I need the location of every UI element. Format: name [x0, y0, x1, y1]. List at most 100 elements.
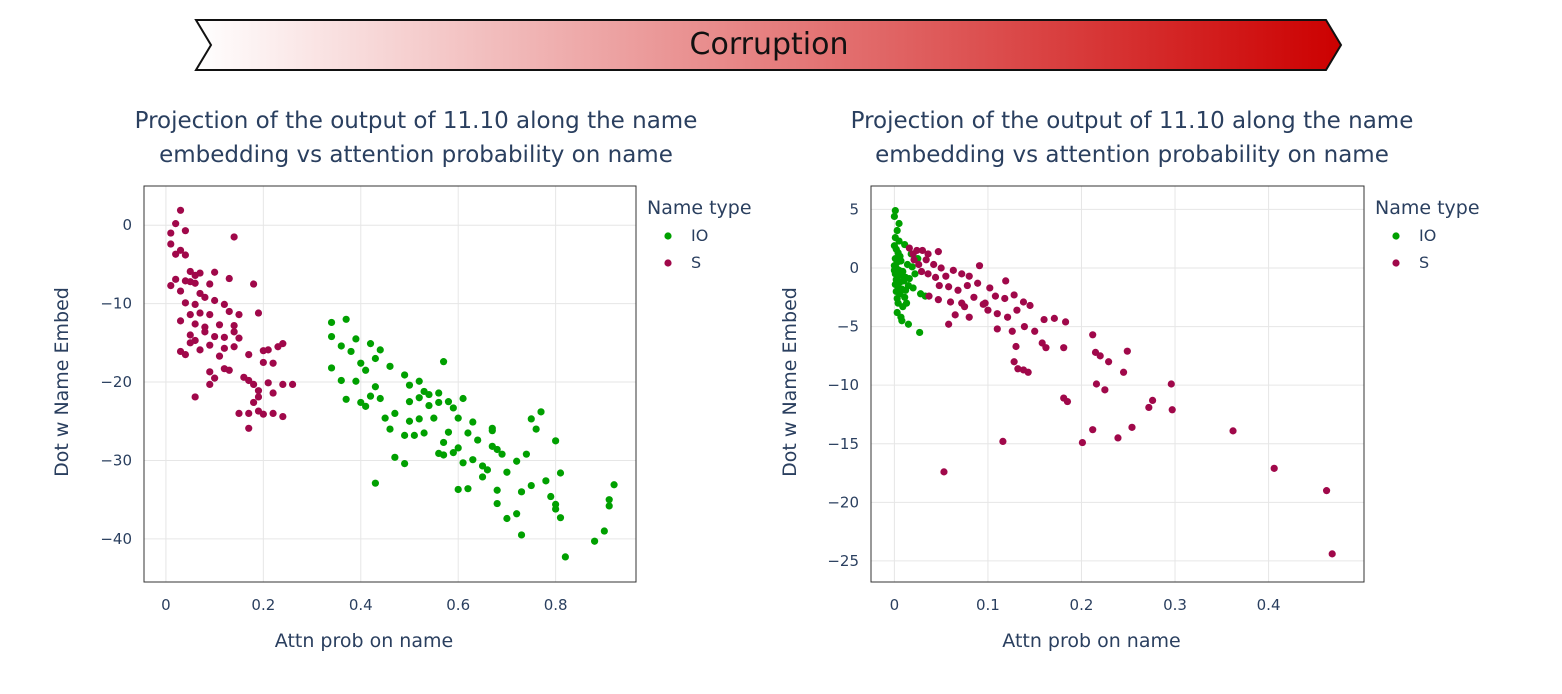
- x-tick-label: 0: [161, 596, 171, 614]
- scatter-point-s: [915, 260, 923, 269]
- scatter-point-s: [924, 270, 932, 278]
- scatter-point-io: [893, 226, 901, 235]
- scatter-point-s: [181, 299, 190, 307]
- scatter-point-s: [186, 339, 194, 347]
- scatter-point-s: [288, 380, 297, 388]
- scatter-point-s: [1089, 426, 1097, 434]
- scatter-point-s: [254, 309, 263, 317]
- scatter-point-io: [537, 408, 545, 416]
- scatter-point-s: [1128, 423, 1136, 431]
- scatter-point-io: [357, 359, 365, 367]
- scatter-point-s: [196, 346, 204, 354]
- scatter-point-io: [435, 389, 443, 397]
- y-axis-label: Dot w Name Embed: [779, 287, 801, 477]
- scatter-point-io: [327, 332, 336, 341]
- scatter-point-s: [186, 331, 194, 339]
- scatter-point-s: [259, 358, 267, 367]
- scatter-point-io: [469, 418, 477, 426]
- scatter-point-io: [478, 462, 487, 470]
- scatter-point-s: [225, 307, 233, 316]
- scatter-point-s: [269, 359, 277, 367]
- scatter-point-s: [220, 333, 228, 341]
- scatter-point-s: [986, 284, 994, 292]
- x-tick-label: 0.4: [1257, 596, 1281, 614]
- plot-frame: [870, 185, 1365, 583]
- scatter-point-s: [1089, 331, 1097, 339]
- scatter-point-s: [235, 334, 243, 342]
- scatter-point-s: [930, 260, 938, 269]
- y-tick-label: −10: [827, 376, 859, 394]
- scatter-point-s: [191, 279, 199, 287]
- scatter-point-s: [965, 272, 973, 280]
- scatter-point-s: [940, 468, 948, 476]
- scatter-point-io: [493, 499, 501, 508]
- scatter-point-s: [993, 310, 1001, 318]
- scatter-point-s: [206, 280, 214, 288]
- scatter-point-s: [1040, 315, 1048, 324]
- scatter-point-s: [981, 299, 989, 307]
- scatter-point-io: [439, 438, 448, 447]
- scatter-point-s: [167, 240, 175, 248]
- scatter-point-io: [371, 479, 379, 487]
- scatter-point-s: [269, 409, 277, 418]
- scatter-point-io: [371, 354, 379, 363]
- scatter-point-io: [342, 395, 350, 403]
- scatter-point-s: [922, 256, 930, 264]
- scatter-point-s: [913, 246, 921, 255]
- scatter-point-io: [337, 342, 345, 350]
- scatter-point-io: [376, 346, 384, 354]
- scatter-point-s: [172, 250, 180, 258]
- scatter-point-io: [890, 212, 898, 221]
- scatter-point-s: [1229, 427, 1237, 435]
- scatter-point-s: [230, 321, 238, 330]
- scatter-point-s: [905, 244, 913, 252]
- scatter-point-s: [250, 398, 258, 407]
- scatter-point-io: [327, 318, 336, 327]
- x-tick-label: 0.2: [1070, 596, 1094, 614]
- scatter-point-s: [250, 280, 258, 288]
- scatter-point-s: [230, 343, 238, 351]
- scatter-point-io: [405, 417, 414, 425]
- scatter-point-io: [405, 381, 414, 389]
- scatter-point-io: [371, 383, 379, 391]
- scatter-point-io: [600, 527, 608, 535]
- scatter-point-s: [1119, 368, 1128, 376]
- scatter-point-io: [381, 414, 389, 422]
- scatter-point-s: [1167, 380, 1175, 388]
- scatter-point-s: [958, 270, 966, 278]
- scatter-point-s: [279, 340, 287, 348]
- scatter-point-io: [464, 429, 472, 437]
- scatter-point-io: [901, 293, 909, 301]
- scatter-point-io: [893, 294, 901, 303]
- scatter-point-io: [415, 394, 423, 402]
- scatter-point-io: [342, 315, 350, 323]
- scatter-point-io: [401, 431, 409, 439]
- scatter-point-s: [211, 268, 219, 276]
- x-axis-label: Attn prob on name: [1002, 630, 1180, 652]
- legend-title: Name type: [647, 197, 752, 219]
- scatter-plot-left: Projection of the output of 11.10 along …: [0, 100, 760, 680]
- scatter-point-s: [999, 437, 1007, 446]
- scatter-point-io: [444, 428, 453, 436]
- scatter-point-s: [1328, 550, 1336, 558]
- scatter-point-s: [196, 269, 204, 277]
- scatter-point-io: [352, 377, 360, 385]
- scatter-point-io: [386, 362, 394, 370]
- scatter-point-s: [1078, 438, 1087, 447]
- scatter-point-io: [459, 459, 467, 467]
- scatter-point-s: [1031, 327, 1039, 335]
- scatter-point-s: [965, 313, 973, 321]
- scatter-point-s: [250, 380, 258, 388]
- scatter-point-s: [937, 264, 945, 272]
- scatter-point-s: [917, 267, 926, 276]
- scatter-point-s: [245, 424, 253, 432]
- scatter-point-s: [167, 229, 175, 237]
- scatter-plot-right: Projection of the output of 11.10 along …: [728, 100, 1488, 680]
- y-tick-label: 0: [849, 259, 859, 277]
- y-tick-label: 0: [122, 216, 132, 234]
- corruption-banner: Corruption: [194, 18, 1344, 72]
- plot-frame: [143, 185, 637, 583]
- scatter-point-s: [206, 368, 214, 376]
- scatter-point-io: [386, 425, 394, 433]
- legend-label-s: S: [1419, 253, 1429, 272]
